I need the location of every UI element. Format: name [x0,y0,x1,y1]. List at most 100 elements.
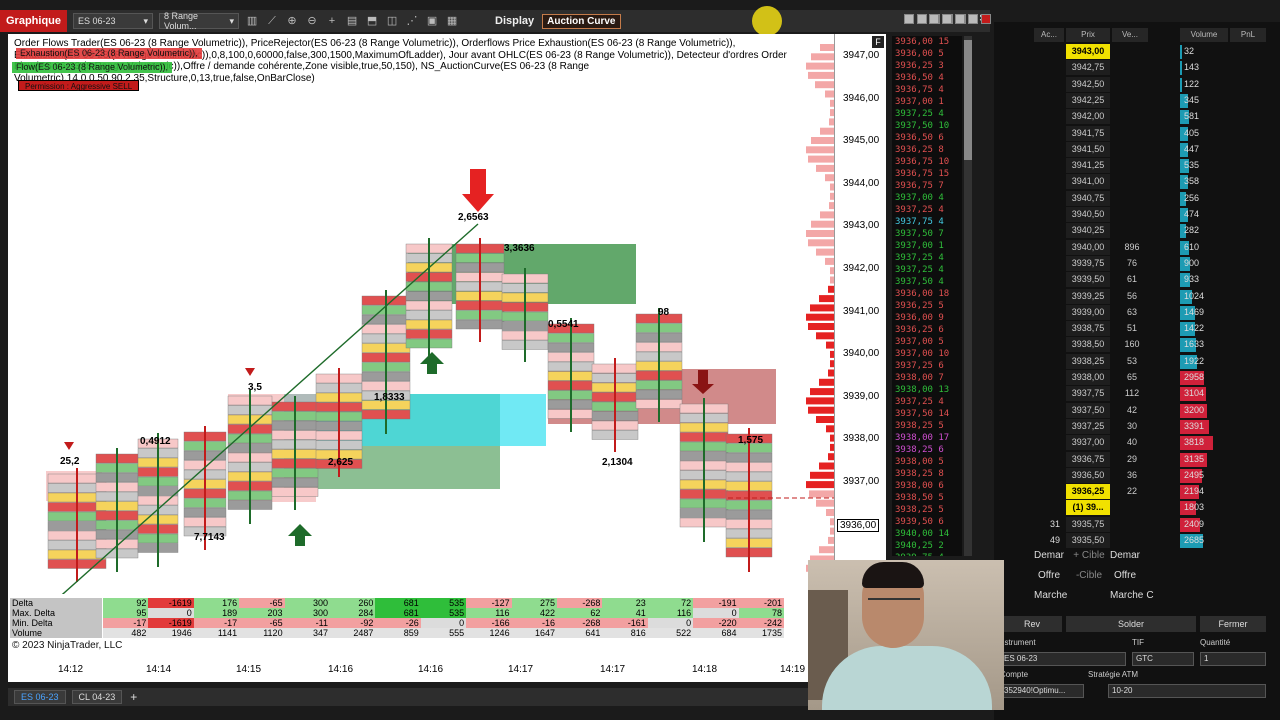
ladder-row[interactable]: 3936,25 22 2194 [994,484,1280,500]
ladder-row[interactable]: 3940,25 282 [994,223,1280,239]
ladder-ac-cell[interactable] [1034,484,1060,499]
ladder-volume-cell[interactable]: 56 [1126,290,1137,301]
ladder-volume-cell[interactable]: 896 [1124,241,1140,252]
buy-limit-button[interactable]: Demar [1034,550,1065,561]
ladder-ac-cell[interactable] [1034,370,1060,385]
ladder-ac-cell[interactable] [1034,223,1060,238]
ladder-ac-cell[interactable] [1034,289,1060,304]
tab-es[interactable]: ES 06-23 [14,690,66,704]
ladder-volume-cell[interactable]: 63 [1126,306,1137,317]
ladder-price-cell[interactable]: 3942,50 [1066,76,1110,92]
f-button[interactable]: F [872,36,884,48]
tile-icon[interactable] [916,14,927,24]
ladder-price-cell[interactable]: 3938,00 [1066,370,1110,385]
ladder-ac-cell[interactable] [1034,386,1060,401]
ladder-header-ve[interactable]: Ve... [1112,28,1148,42]
ladder-row[interactable]: 3938,50 160 1633 [994,337,1280,353]
ladder-row[interactable]: 3939,75 76 900 [994,255,1280,272]
tab-cl[interactable]: CL 04-23 [71,690,123,704]
ladder-header-price[interactable]: Prix [1066,28,1110,42]
ladder-header-ac[interactable]: Ac... [1034,28,1064,42]
tif-select[interactable]: GTC [1132,652,1194,666]
ladder-price-cell[interactable]: 3939,25 [1066,288,1110,304]
ladder-volume-cell[interactable] [1118,174,1146,189]
ladder-volume-cell[interactable] [1118,158,1146,173]
ladder-ac-cell[interactable]: 49 [1049,535,1060,545]
price-axis[interactable]: 3947,00 3946,00 3945,00 3944,00 3943,00 3942,… [834,34,886,654]
ladder-price-cell[interactable]: 3937,25 [1066,418,1110,434]
ladder-price-cell[interactable]: 3940,00 [1066,239,1110,255]
ladder-row[interactable]: 3937,50 42 3200 [994,402,1280,419]
tape-scrollbar[interactable] [964,36,972,556]
ladder-ac-cell[interactable] [1034,452,1060,467]
ladder-row[interactable]: 3938,75 51 1422 [994,321,1280,337]
ladder-ac-cell[interactable] [1034,191,1060,206]
ladder-ac-cell[interactable] [1034,174,1060,189]
ladder-volume-cell[interactable] [1118,223,1146,238]
ladder-ac-cell[interactable] [1034,272,1060,287]
ladder-volume-cell[interactable]: 40 [1126,437,1137,448]
ladder-price-cell[interactable]: 3939,75 [1066,255,1110,271]
ladder-ac-cell[interactable] [1034,142,1060,157]
time-axis[interactable]: 14:12 14:14 14:15 14:16 14:16 14:17 14:17 14:18… [8,662,834,682]
ladder-row[interactable]: 3938,25 53 1922 [994,353,1280,370]
auction-curve-button[interactable]: Auction Curve [542,13,621,29]
ladder-volume-cell[interactable]: 29 [1126,453,1137,464]
ladder-volume-cell[interactable]: 160 [1124,339,1140,350]
ladder-ac-cell[interactable] [1034,321,1060,336]
data-box-icon[interactable]: ▦ [446,15,458,27]
close-position-button[interactable]: Fermer [1200,616,1266,632]
ladder-row[interactable]: (1) 39... 1803 [994,500,1280,516]
ladder-volume-cell[interactable] [1118,500,1146,515]
offer-right-button[interactable]: Offre [1113,570,1137,581]
ladder-ac-cell[interactable] [1034,60,1060,75]
ladder-price-cell[interactable]: 3942,00 [1066,109,1110,125]
scrollbar-thumb[interactable] [964,40,972,160]
ladder-header-pnl[interactable]: PnL [1230,28,1266,42]
crosshair-icon[interactable]: + [328,15,336,27]
ladder-ac-cell[interactable] [1034,305,1060,320]
ladder-row[interactable]: 3943,00 32 [994,44,1280,60]
bars-icon[interactable]: ▥ [246,15,258,27]
ladder-price-cell[interactable]: 3942,25 [1066,92,1110,108]
ladder-row[interactable]: 31 3935,75 2409 [994,516,1280,533]
minimize-icon[interactable] [955,14,965,24]
quantity-field[interactable]: 1 [1200,652,1266,666]
market-sell-button[interactable]: Marche [1110,590,1144,601]
footprint-plot[interactable]: 25,2 0,4912 3,5 7,7143 2,625 1,8333 2,6563 3,36… [8,34,834,594]
flatten-button[interactable]: Solder [1066,616,1196,632]
ladder-price-cell[interactable]: 3935,75 [1066,516,1110,532]
ladder-ac-cell[interactable] [1034,337,1060,352]
ladder-price-cell[interactable]: 3941,75 [1066,125,1110,141]
ladder-row[interactable]: 3942,75 143 [994,60,1280,76]
strategy-icon[interactable]: ▣ [426,15,438,27]
ladder-row[interactable]: 3937,25 30 3391 [994,418,1280,435]
ladder-row[interactable]: 3941,50 447 [994,141,1280,158]
ladder-volume-cell[interactable] [1118,77,1146,92]
ladder-row[interactable]: 49 3935,50 2685 [994,533,1280,549]
ladder-price-cell[interactable]: 3938,75 [1066,321,1110,337]
reverse-button[interactable]: Rev [1002,616,1062,632]
ladder-volume-cell[interactable]: 61 [1126,274,1137,285]
ladder-price-cell[interactable]: 3943,00 [1066,44,1110,59]
ladder-price-cell[interactable]: 3936,50 [1066,467,1110,483]
ladder-ac-cell[interactable] [1034,109,1060,124]
ladder-ac-cell[interactable]: 31 [1049,518,1060,529]
add-target-button[interactable]: + Cible [1073,550,1105,561]
account-select[interactable]: 352940!Optimu... [1000,684,1084,698]
ladder-price-cell[interactable]: 3941,50 [1066,141,1110,157]
ladder-ac-cell[interactable] [1034,207,1060,222]
footprint-chart[interactable]: 25,2 0,4912 3,5 7,7143 2,625 1,8333 2,6563 3,36… [8,34,886,682]
c-button[interactable]: C [1146,590,1154,601]
ladder-volume-cell[interactable] [1118,126,1146,141]
ladder-ac-cell[interactable] [1034,435,1060,450]
templates-icon[interactable]: ⬒ [366,15,378,27]
ladder-volume-cell[interactable] [1118,60,1146,75]
ladder-row[interactable]: 3942,50 122 [994,76,1280,93]
indicator-icon[interactable]: ⋰ [406,15,418,27]
ladder-price-cell[interactable]: 3939,00 [1066,304,1110,320]
ladder-row[interactable]: 3937,75 112 3104 [994,386,1280,402]
instrument-field[interactable]: ES 06-23 [1000,652,1126,666]
ladder-volume-cell[interactable] [1118,44,1146,59]
ladder-ac-cell[interactable] [1034,240,1060,255]
